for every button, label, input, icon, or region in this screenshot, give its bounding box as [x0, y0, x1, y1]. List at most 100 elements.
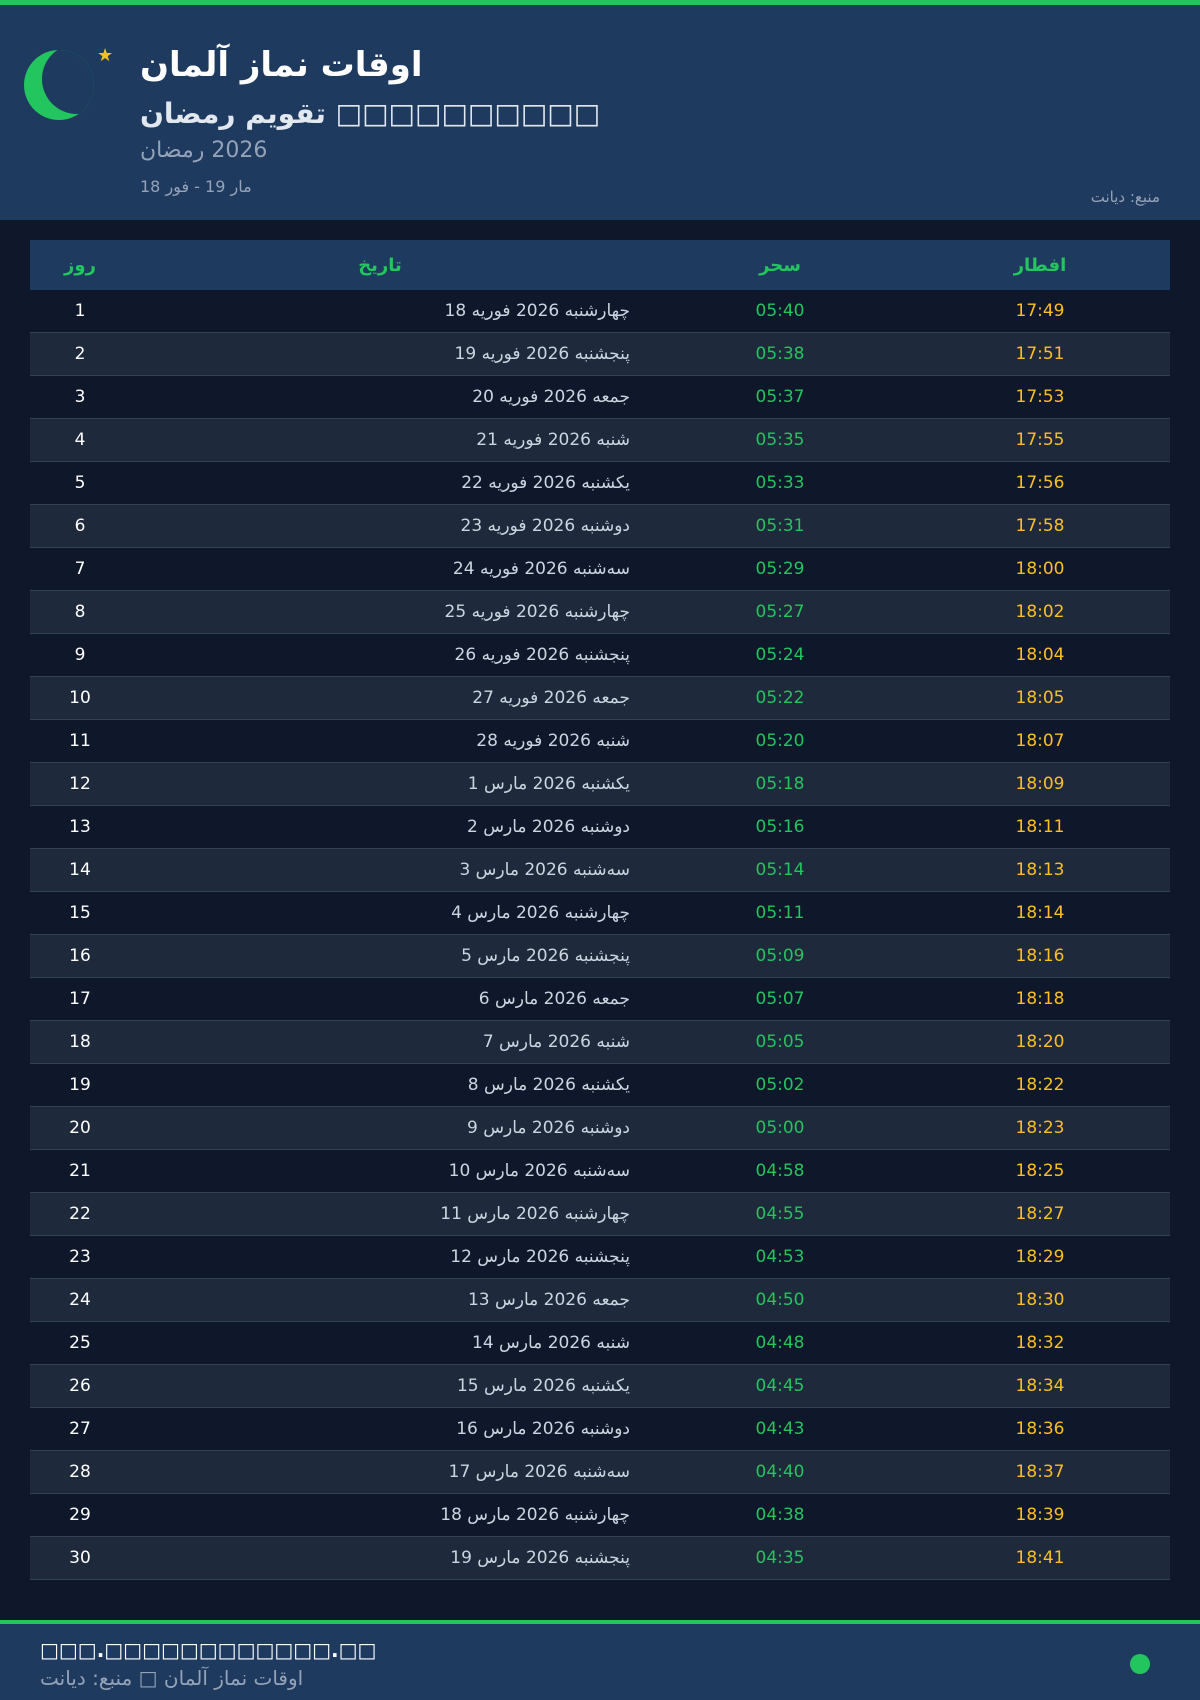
- header-day: روز: [64, 254, 96, 276]
- date-cell: دوشنبه 2026 مارس 16: [456, 1419, 630, 1439]
- date-cell: چهارشنبه 2026 مارس 11: [440, 1204, 630, 1224]
- iftar-time: 18:30: [1015, 1290, 1065, 1310]
- sahar-time: 05:00: [755, 1118, 805, 1138]
- table-header: روز تاریخ سحر افطار: [30, 240, 1170, 290]
- table-row: 16 پنجشنبه 2026 مارس 5 05:09 18:16: [30, 935, 1170, 978]
- iftar-time: 18:39: [1015, 1505, 1065, 1525]
- sahar-time: 05:11: [755, 903, 805, 923]
- top-accent-bar: [0, 0, 1200, 5]
- sahar-time: 04:43: [755, 1419, 805, 1439]
- table-row: 26 یکشنبه 2026 مارس 15 04:45 18:34: [30, 1365, 1170, 1408]
- footer-accent-line: [0, 1620, 1200, 1624]
- iftar-time: 18:04: [1015, 645, 1065, 665]
- day-cell: 26: [69, 1376, 91, 1396]
- sahar-time: 05:16: [755, 817, 805, 837]
- table-row: 18 شنبه 2026 مارس 7 05:05 18:20: [30, 1021, 1170, 1064]
- iftar-time: 17:55: [1015, 430, 1065, 450]
- iftar-time: 18:36: [1015, 1419, 1065, 1439]
- iftar-time: 18:07: [1015, 731, 1065, 751]
- date-cell: سه‌شنبه 2026 مارس 10: [448, 1161, 630, 1181]
- iftar-time: 17:53: [1015, 387, 1065, 407]
- sahar-time: 05:40: [755, 301, 805, 321]
- iftar-time: 17:56: [1015, 473, 1065, 493]
- source-label: منبع: دیانت: [1090, 188, 1160, 206]
- day-cell: 1: [74, 301, 86, 321]
- prayer-times-table: روز تاریخ سحر افطار 1 چهارشنبه 2026 فوریه…: [30, 240, 1170, 1580]
- table-body: 1 چهارشنبه 2026 فوریه 18 05:40 17:49 2 پنجشنب…: [30, 290, 1170, 1580]
- table-row: 12 یکشنبه 2026 مارس 1 05:18 18:09: [30, 763, 1170, 806]
- sahar-time: 05:29: [755, 559, 805, 579]
- sahar-time: 05:09: [755, 946, 805, 966]
- table-row: 17 جمعه 2026 مارس 6 05:07 18:18: [30, 978, 1170, 1021]
- table-row: 2 پنجشنبه 2026 فوریه 19 05:38 17:51: [30, 333, 1170, 376]
- date-cell: چهارشنبه 2026 مارس 18: [440, 1505, 630, 1525]
- day-cell: 11: [69, 731, 91, 751]
- table-row: 22 چهارشنبه 2026 مارس 11 04:55 18:27: [30, 1193, 1170, 1236]
- date-cell: دوشنبه 2026 مارس 2: [467, 817, 630, 837]
- page-subtitle: □□□□□□□□□□ تقویم رمضان: [140, 97, 601, 130]
- header-sahar: سحر: [759, 254, 801, 276]
- table-row: 15 چهارشنبه 2026 مارس 4 05:11 18:14: [30, 892, 1170, 935]
- sahar-time: 05:07: [755, 989, 805, 1009]
- day-cell: 14: [69, 860, 91, 880]
- crescent-moon-icon: [24, 50, 94, 120]
- sahar-time: 04:58: [755, 1161, 805, 1181]
- table-row: 7 سه‌شنبه 2026 فوریه 24 05:29 18:00: [30, 548, 1170, 591]
- table-row: 1 چهارشنبه 2026 فوریه 18 05:40 17:49: [30, 290, 1170, 333]
- day-cell: 17: [69, 989, 91, 1009]
- sahar-time: 04:48: [755, 1333, 805, 1353]
- table-row: 3 جمعه 2026 فوریه 20 05:37 17:53: [30, 376, 1170, 419]
- date-cell: شنبه 2026 فوریه 21: [476, 430, 630, 450]
- date-cell: جمعه 2026 فوریه 27: [472, 688, 630, 708]
- day-cell: 10: [69, 688, 91, 708]
- page-header: ★ اوقات نماز آلمان □□□□□□□□□□ تقویم رمضا…: [0, 5, 1200, 220]
- day-cell: 3: [74, 387, 86, 407]
- table-row: 29 چهارشنبه 2026 مارس 18 04:38 18:39: [30, 1494, 1170, 1537]
- day-cell: 2: [74, 344, 86, 364]
- header-iftar: افطار: [1013, 254, 1067, 276]
- sahar-time: 04:50: [755, 1290, 805, 1310]
- date-cell: پنجشنبه 2026 مارس 12: [450, 1247, 630, 1267]
- iftar-time: 18:41: [1015, 1548, 1065, 1568]
- date-cell: یکشنبه 2026 فوریه 22: [461, 473, 630, 493]
- iftar-time: 18:00: [1015, 559, 1065, 579]
- day-cell: 9: [74, 645, 86, 665]
- date-cell: شنبه 2026 مارس 14: [472, 1333, 630, 1353]
- iftar-time: 18:32: [1015, 1333, 1065, 1353]
- date-cell: دوشنبه 2026 مارس 9: [467, 1118, 630, 1138]
- iftar-time: 18:22: [1015, 1075, 1065, 1095]
- sahar-time: 05:05: [755, 1032, 805, 1052]
- table-row: 23 پنجشنبه 2026 مارس 12 04:53 18:29: [30, 1236, 1170, 1279]
- day-cell: 15: [69, 903, 91, 923]
- star-icon: ★: [97, 45, 114, 66]
- date-cell: پنجشنبه 2026 فوریه 26: [454, 645, 630, 665]
- sahar-time: 05:24: [755, 645, 805, 665]
- sahar-time: 05:33: [755, 473, 805, 493]
- iftar-time: 17:51: [1015, 344, 1065, 364]
- day-cell: 28: [69, 1462, 91, 1482]
- table-row: 20 دوشنبه 2026 مارس 9 05:00 18:23: [30, 1107, 1170, 1150]
- table-row: 30 پنجشنبه 2026 مارس 19 04:35 18:41: [30, 1537, 1170, 1580]
- header-date: تاریخ: [358, 254, 402, 276]
- date-cell: چهارشنبه 2026 فوریه 25: [444, 602, 630, 622]
- iftar-time: 18:18: [1015, 989, 1065, 1009]
- date-cell: چهارشنبه 2026 فوریه 18: [444, 301, 630, 321]
- date-cell: سه‌شنبه 2026 مارس 3: [459, 860, 630, 880]
- date-cell: یکشنبه 2026 مارس 8: [467, 1075, 630, 1095]
- sahar-time: 04:35: [755, 1548, 805, 1568]
- footer-url[interactable]: □□□.□□□□□□□□□□□□.□□: [40, 1638, 377, 1662]
- day-cell: 6: [74, 516, 86, 536]
- sahar-time: 05:38: [755, 344, 805, 364]
- date-cell: سه‌شنبه 2026 مارس 17: [448, 1462, 630, 1482]
- date-cell: شنبه 2026 مارس 7: [482, 1032, 630, 1052]
- iftar-time: 18:11: [1015, 817, 1065, 837]
- footer-text: اوقات نماز آلمان □ منبع: دیانت: [40, 1666, 304, 1690]
- day-cell: 22: [69, 1204, 91, 1224]
- day-cell: 16: [69, 946, 91, 966]
- date-cell: چهارشنبه 2026 مارس 4: [451, 903, 630, 923]
- iftar-time: 18:20: [1015, 1032, 1065, 1052]
- iftar-time: 18:02: [1015, 602, 1065, 622]
- table-row: 25 شنبه 2026 مارس 14 04:48 18:32: [30, 1322, 1170, 1365]
- sahar-time: 05:14: [755, 860, 805, 880]
- day-cell: 20: [69, 1118, 91, 1138]
